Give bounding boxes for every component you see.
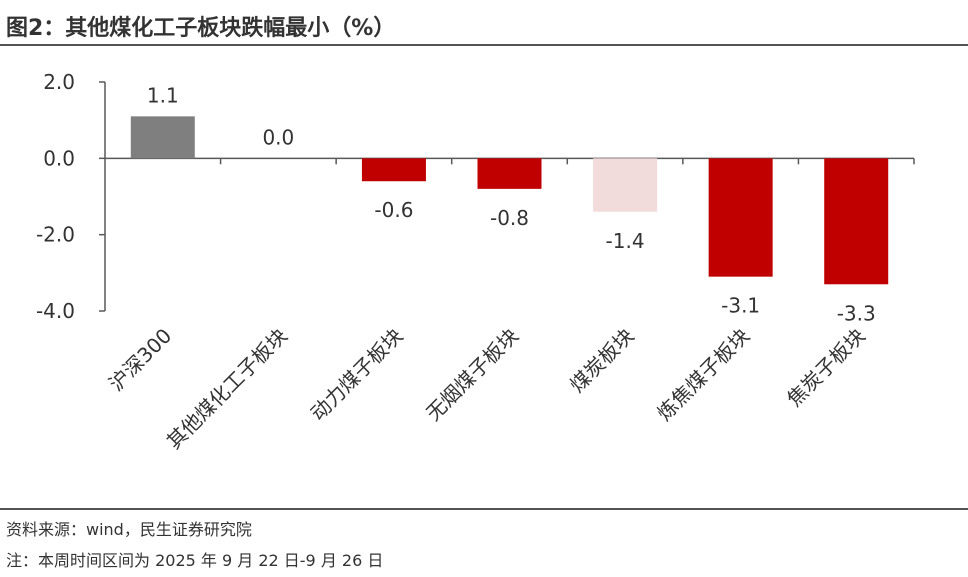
- y-tick-label: -4.0: [36, 299, 75, 323]
- chart-bars: [130, 116, 889, 285]
- category-label: 其他煤化工子板块: [162, 324, 292, 454]
- bar: [708, 158, 773, 277]
- value-label: -1.4: [606, 229, 645, 253]
- category-label: 焦炭子板块: [782, 324, 870, 412]
- bar: [361, 158, 426, 182]
- title-divider: [0, 44, 968, 46]
- value-label: -3.3: [837, 301, 876, 325]
- value-label: -3.1: [721, 294, 760, 318]
- source-note: 资料来源：wind，民生证券研究院: [6, 520, 252, 539]
- value-label: 1.1: [147, 83, 179, 107]
- category-label: 动力煤子板块: [306, 324, 408, 426]
- y-tick-label: 0.0: [43, 146, 75, 170]
- bar: [130, 116, 195, 159]
- chart-axes: 2.0 0.0 -2.0 -4.0: [36, 70, 915, 323]
- bar: [593, 158, 658, 212]
- category-label: 炼焦煤子板块: [652, 324, 754, 426]
- figure-title: 图2：其他煤化工子板块跌幅最小（%）: [6, 16, 396, 41]
- value-label: -0.6: [374, 198, 413, 222]
- value-label: 0.0: [262, 125, 294, 149]
- period-note: 注：本周时间区间为 2025 年 9 月 22 日-9 月 26 日: [6, 551, 384, 570]
- category-label: 煤炭板块: [565, 324, 639, 398]
- y-tick-label: -2.0: [36, 223, 75, 247]
- y-tick-label: 2.0: [43, 70, 75, 94]
- category-label: 无烟煤子板块: [421, 324, 523, 426]
- bar: [824, 158, 889, 285]
- category-label: 沪深300: [104, 324, 176, 396]
- bar: [477, 158, 542, 189]
- footer-divider: [0, 508, 968, 510]
- value-label: -0.8: [490, 206, 529, 230]
